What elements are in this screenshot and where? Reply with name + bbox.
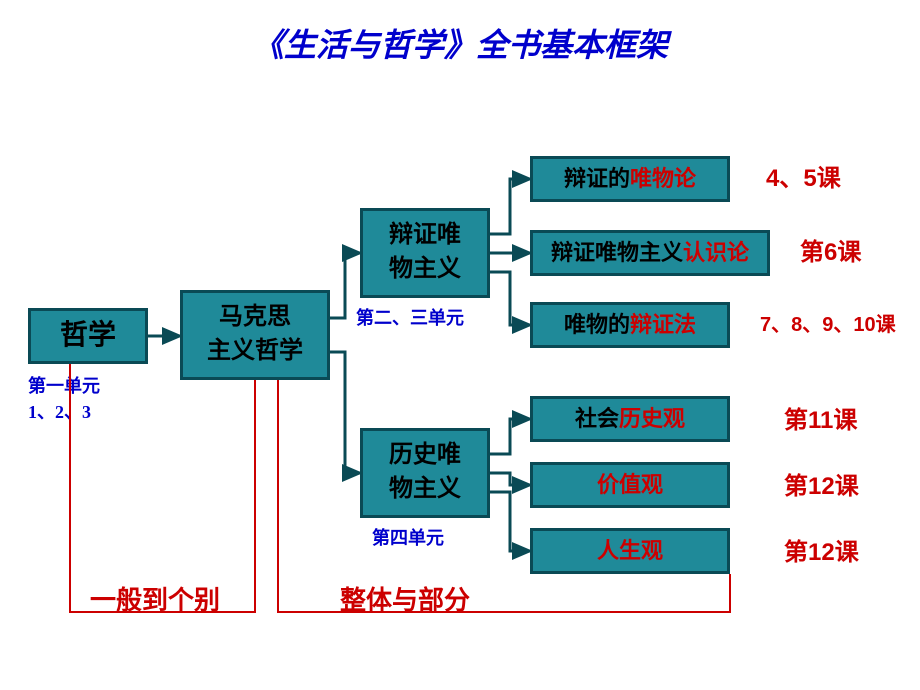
relation-whole-and-part: 整体与部分 xyxy=(340,580,470,617)
label-unit-2-3: 第二、三单元 xyxy=(356,304,464,330)
node-life-view: 人生观 xyxy=(530,528,730,574)
lesson-12b: 第12课 xyxy=(784,532,859,567)
lesson-12a: 第12课 xyxy=(784,466,859,501)
lesson-4-5: 4、5课 xyxy=(766,158,841,193)
node-dialectical-materialism: 辩证唯物主义 xyxy=(360,208,490,298)
node-epistemology: 辩证唯物主义认识论 xyxy=(530,230,770,276)
page-title: 《生活与哲学》全书基本框架 xyxy=(0,20,920,66)
node-historical-materialism: 历史唯物主义 xyxy=(360,428,490,518)
node-values: 价值观 xyxy=(530,462,730,508)
node-dialectics: 唯物的辩证法 xyxy=(530,302,730,348)
label-unit-4: 第四单元 xyxy=(372,524,444,550)
node-marxism: 马克思主义哲学 xyxy=(180,290,330,380)
lesson-11: 第11课 xyxy=(784,400,857,435)
lesson-7-10: 7、8、9、10课 xyxy=(760,308,896,337)
node-social-history: 社会历史观 xyxy=(530,396,730,442)
label-unit-1: 第一单元1、2、3 xyxy=(28,372,100,424)
lesson-6: 第6课 xyxy=(800,232,861,267)
node-dialectical-ontology: 辩证的唯物论 xyxy=(530,156,730,202)
relation-general-to-particular: 一般到个别 xyxy=(90,580,220,617)
node-philosophy: 哲学 xyxy=(28,308,148,364)
